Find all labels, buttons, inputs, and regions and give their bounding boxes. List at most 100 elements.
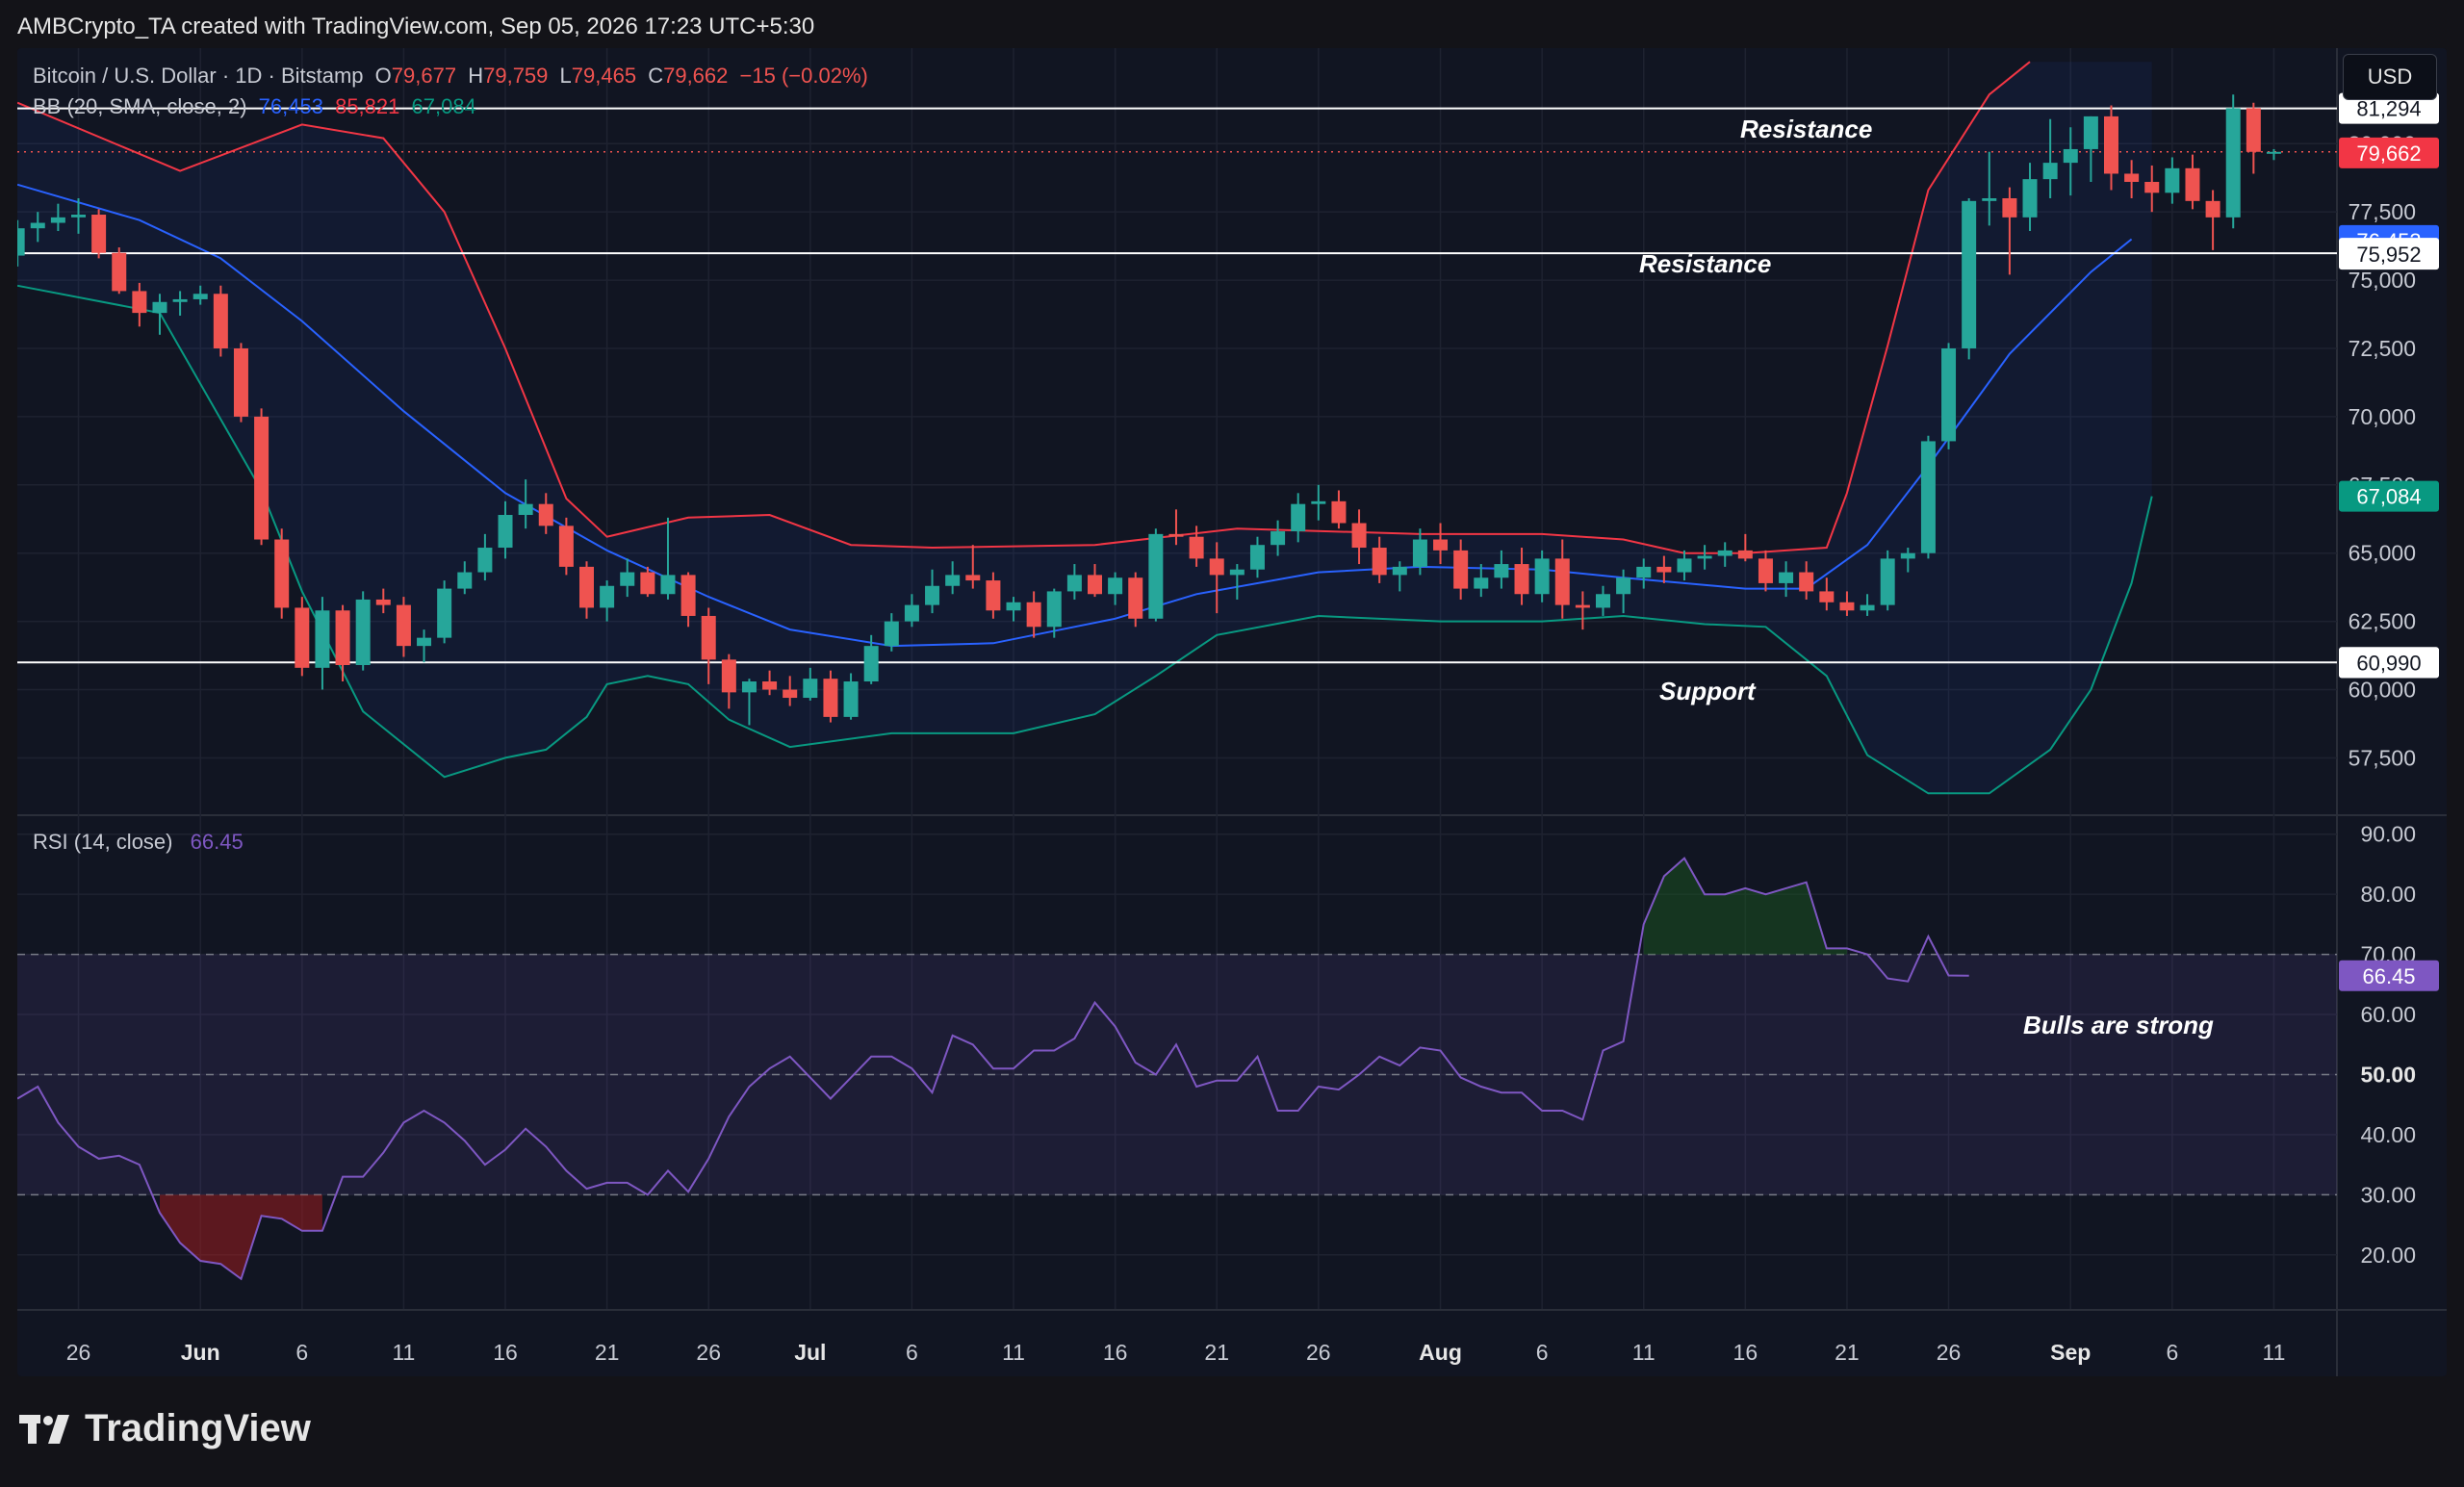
candle[interactable] [2185,154,2200,210]
candle[interactable] [1291,493,1306,543]
candle[interactable] [1677,550,1692,581]
candle[interactable] [1534,550,1550,602]
candle[interactable] [30,212,45,243]
candle[interactable] [945,561,961,595]
candle[interactable] [1474,564,1489,598]
candle[interactable] [1433,523,1449,565]
candle[interactable] [1636,558,1652,589]
candle[interactable] [50,203,65,232]
axis-layer[interactable]: 26 Jun 6 11 16 21 26 Jul 6 11 16 21 26 Aug 6 11 16 21 26 Se… [66,92,2439,1365]
candle[interactable] [91,209,107,259]
candle[interactable] [843,673,859,720]
candle[interactable] [2124,160,2140,198]
candle[interactable] [1066,564,1082,600]
candle[interactable] [518,479,533,529]
candle[interactable] [152,294,167,335]
candle[interactable] [1880,550,1895,611]
candle[interactable] [1514,548,1529,605]
candle[interactable] [680,572,696,628]
candle[interactable] [1860,594,1875,616]
candle[interactable] [335,604,350,682]
candle[interactable] [1839,591,1855,616]
candle[interactable] [1412,528,1427,576]
candle[interactable] [1616,569,1631,614]
candle[interactable] [172,291,188,316]
candle[interactable] [2225,94,2241,229]
candle[interactable] [1168,509,1184,546]
candle[interactable] [1596,585,1610,616]
candle[interactable] [254,408,270,546]
candle[interactable] [1717,542,1732,567]
candle[interactable] [295,597,310,677]
candle[interactable] [1311,484,1326,521]
candle[interactable] [2165,157,2180,204]
candle[interactable] [558,517,574,576]
candle[interactable] [904,594,919,628]
candle[interactable] [2002,187,2017,275]
candle[interactable] [375,588,391,614]
candle[interactable] [1006,597,1021,622]
candle[interactable] [965,545,981,589]
candle[interactable] [538,493,553,534]
candle[interactable] [701,607,716,684]
candle[interactable] [2246,102,2261,174]
candle[interactable] [620,558,635,598]
candle[interactable] [1554,539,1570,619]
candle[interactable] [1962,197,1977,360]
candle[interactable] [2022,163,2038,232]
candle[interactable] [1920,435,1936,559]
candle[interactable] [1758,550,1773,592]
candle[interactable] [457,561,473,595]
candle[interactable] [1697,545,1712,570]
candle[interactable] [1270,520,1286,556]
candles[interactable] [17,94,2281,726]
candle[interactable] [1229,564,1245,600]
candle[interactable] [1941,343,1957,449]
candle[interactable] [132,282,147,327]
candle[interactable] [2266,148,2281,161]
candle[interactable] [1108,572,1123,605]
candle[interactable] [192,285,208,305]
candle[interactable] [741,679,757,726]
candle[interactable] [315,597,330,690]
candle[interactable] [1148,528,1164,622]
candle[interactable] [498,500,513,559]
candle[interactable] [417,629,432,663]
candle[interactable] [477,533,493,581]
candle[interactable] [803,667,818,701]
candle[interactable] [274,528,290,619]
candle[interactable] [1392,561,1407,592]
candle[interactable] [1982,151,1997,226]
candle[interactable] [71,197,86,234]
candle[interactable] [1351,509,1367,565]
candle[interactable] [2104,105,2118,191]
candle[interactable] [1088,564,1102,598]
candle[interactable] [1372,536,1387,583]
candle[interactable] [823,670,838,723]
candle[interactable] [1656,555,1672,583]
candle[interactable] [233,343,248,423]
candle[interactable] [355,591,371,671]
candle[interactable] [1128,572,1143,628]
candle[interactable] [2144,165,2160,213]
candle[interactable] [1779,561,1794,598]
candle[interactable] [925,569,940,614]
candle[interactable] [1575,591,1590,630]
candle[interactable] [2042,118,2058,198]
candle[interactable] [437,580,452,644]
candle[interactable] [640,566,655,598]
candle[interactable] [17,219,25,267]
candle[interactable] [660,517,676,600]
candle[interactable] [1189,526,1204,567]
candle[interactable] [2205,190,2220,250]
candle[interactable] [396,597,411,657]
candle[interactable] [884,613,899,652]
currency-button[interactable]: USD [2343,54,2437,100]
candle[interactable] [1737,533,1753,562]
candle[interactable] [1026,591,1041,638]
candle[interactable] [579,561,594,619]
chart-frame[interactable]: 26 Jun 6 11 16 21 26 Jul 6 11 16 21 26 Aug 6 11 16 21 26 Se… [17,48,2447,1376]
candle[interactable] [1209,542,1224,614]
candle[interactable] [783,676,798,706]
candle[interactable] [863,634,879,684]
